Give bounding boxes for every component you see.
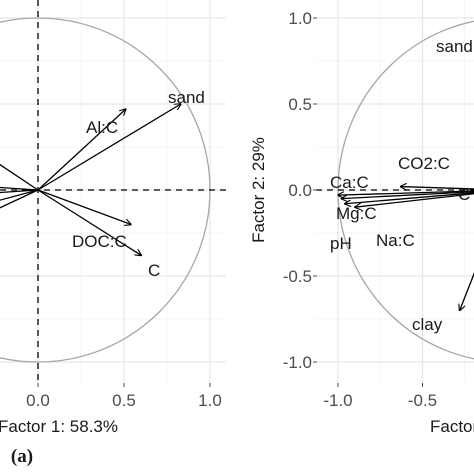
y-tick-label: 1.0: [288, 9, 312, 28]
vector-label: sand: [168, 88, 205, 107]
loading-vector: [355, 193, 474, 207]
loading-vector: [37, 189, 131, 224]
loading-vector: [0, 189, 39, 201]
vector-label: sand: [436, 37, 473, 56]
vector-label: Ca:C: [330, 173, 369, 192]
loading-vector: [341, 191, 474, 199]
vector-label: C: [148, 261, 160, 280]
loading-vector: [0, 189, 39, 209]
x-axis-title: Factor: [430, 417, 474, 436]
y-axis-title: Factor 2: 29%: [249, 137, 268, 243]
loading-vector: [37, 104, 181, 191]
vector-label: pH: [330, 234, 352, 253]
vector-label: clay: [412, 315, 443, 334]
y-tick-label: -1.0: [283, 353, 312, 372]
loading-vector: [0, 163, 39, 191]
x-tick-label: -0.5: [408, 391, 437, 410]
vector-label: Mg:C: [336, 204, 377, 223]
loading-vector: [37, 109, 126, 191]
plot-area: sand Al:C DOC:C C: [0, 0, 226, 382]
x-tick-label: 0.0: [26, 391, 50, 410]
panel-label: (a): [11, 446, 33, 467]
y-tick-label: 0.0: [288, 181, 312, 200]
vector-label: CO2:C: [398, 154, 450, 173]
x-tick-label: -1.0: [323, 391, 352, 410]
loading-vector: [0, 186, 39, 191]
x-tick-label: 1.0: [198, 391, 222, 410]
vector-label: DOC:C: [72, 232, 127, 251]
loading-vector: [401, 187, 474, 190]
loading-vector: [37, 189, 141, 255]
loading-vector: [0, 189, 39, 194]
x-axis-title: Factor 1: 58.3%: [0, 417, 118, 436]
x-tick-label: 0.5: [112, 391, 136, 410]
y-tick-label: 0.5: [288, 95, 312, 114]
biplot-panel-1: sand Al:C DOC:C C 0.0 0.5 1.0 Factor 1: 58.3% (a…: [0, 0, 226, 467]
vector-label: Al:C: [86, 118, 118, 137]
loading-vector: [338, 190, 474, 195]
loading-vector: [460, 272, 474, 310]
vector-label: Na:C: [376, 231, 415, 250]
loading-vector: [345, 192, 474, 204]
y-tick-label: -0.5: [283, 267, 312, 286]
vector-label: C: [458, 185, 470, 204]
